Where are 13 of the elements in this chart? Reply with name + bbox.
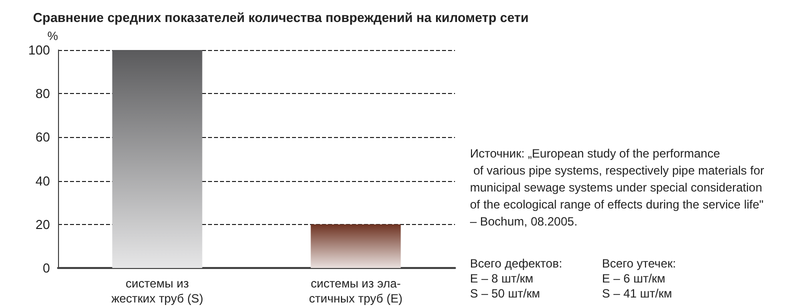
y-tick-label: 80 [36, 86, 50, 102]
y-axis-title: % [47, 29, 58, 43]
y-tick-label: 40 [36, 173, 50, 188]
text: Всего дефектов: E – 8 шт/км S – 50 шт/км [470, 256, 562, 300]
text: Источник: „European study of the performance of various pipe systems, respectively pipe materials for municipal sewage systems under special consideration of the ecological range of effects during the service life" – Bochum, 08.2005. [470, 146, 768, 228]
y-tick-label: 20 [36, 216, 50, 232]
y-tick-label: 0 [42, 260, 50, 276]
y-tick-label: 100 [28, 42, 50, 58]
x-tick-label: системы из жестких труб (S) [111, 276, 204, 306]
y-tick-label: 60 [36, 130, 50, 145]
text: Всего утечек: E – 6 шт/км S – 41 шт/км [602, 256, 676, 300]
chart-title: Сравнение средних показателей количества повреждений на километр сети [33, 10, 529, 25]
x-tick-label: системы из эла- стичных труб (E) [309, 276, 402, 306]
